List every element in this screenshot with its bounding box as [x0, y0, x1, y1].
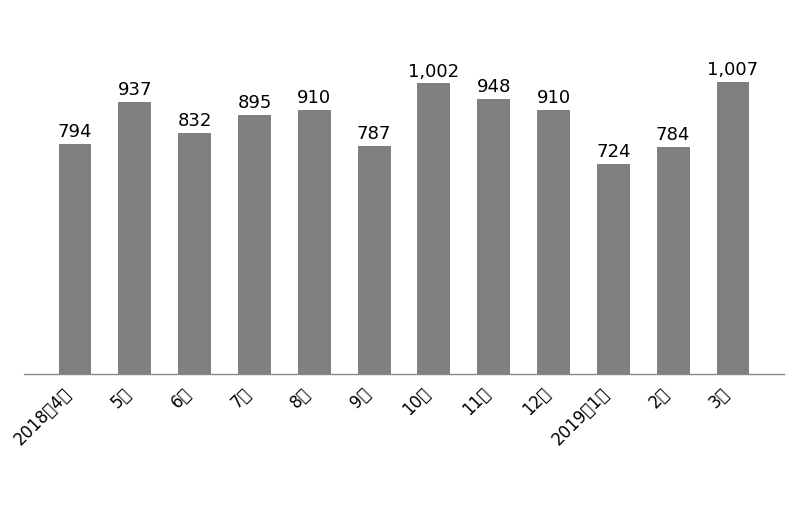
Text: 937: 937 [118, 82, 152, 99]
Bar [478, 99, 510, 374]
Bar [537, 110, 570, 374]
Text: 895: 895 [238, 94, 272, 112]
Bar [358, 146, 390, 374]
Bar [597, 164, 630, 374]
Text: 1,002: 1,002 [408, 62, 459, 81]
Text: 794: 794 [58, 123, 92, 141]
Bar [118, 102, 151, 374]
Text: 910: 910 [537, 89, 570, 107]
Bar [298, 110, 330, 374]
Text: 948: 948 [477, 79, 511, 96]
Text: 724: 724 [596, 144, 630, 161]
Bar [418, 84, 450, 374]
Text: 1,007: 1,007 [707, 61, 758, 79]
Bar [657, 147, 690, 374]
Text: 787: 787 [357, 125, 391, 143]
Bar [58, 144, 91, 374]
Bar [238, 114, 271, 374]
Text: 784: 784 [656, 126, 690, 144]
Bar [717, 82, 750, 374]
Bar [178, 133, 211, 374]
Text: 910: 910 [298, 89, 331, 107]
Text: 832: 832 [178, 112, 212, 130]
